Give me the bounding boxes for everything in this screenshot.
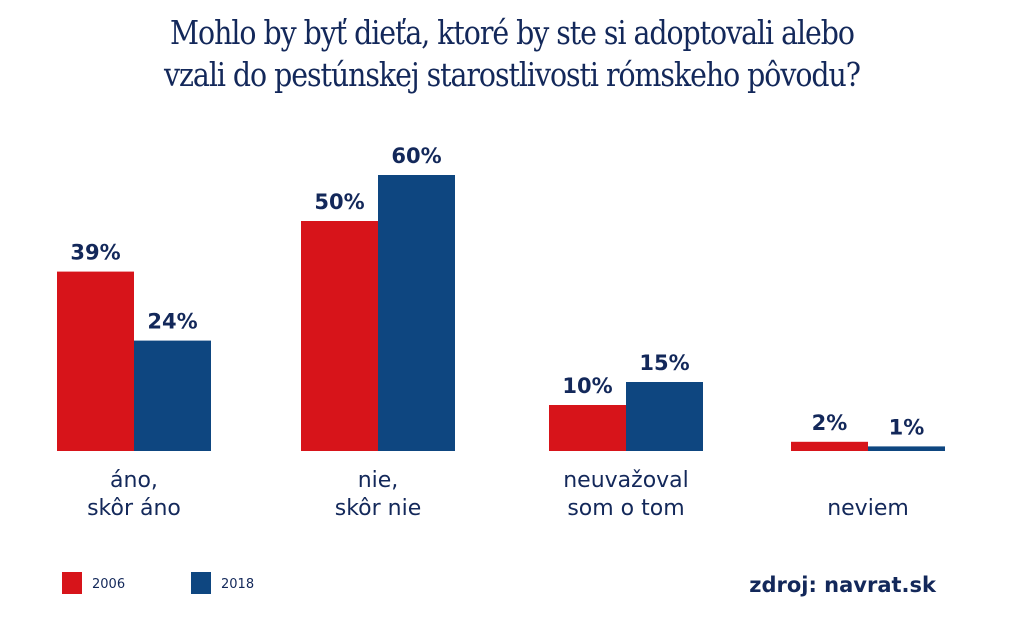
value-label-2018-0: 24% — [147, 310, 197, 334]
legend-label-2006: 2006 — [92, 577, 125, 592]
value-label-2018-3: 1% — [889, 415, 925, 439]
bar-2018-0 — [134, 340, 211, 451]
value-label-2006-3: 2% — [812, 411, 848, 435]
category-label-0-line-0: áno, — [110, 468, 158, 493]
legend-label-2018: 2018 — [221, 577, 254, 592]
chart-title: Mohlo by byť dieťa, ktoré by ste si adop… — [72, 12, 953, 96]
bar-2018-1 — [378, 175, 455, 451]
category-label-1-line-1: skôr nie — [335, 496, 422, 521]
value-label-2006-2: 10% — [562, 374, 612, 398]
bar-2006-0 — [57, 271, 134, 451]
category-label-3-line-0: neviem — [827, 496, 909, 521]
chart-title-line-1: Mohlo by byť dieťa, ktoré by ste si adop… — [170, 13, 855, 52]
category-label-0-line-1: skôr áno — [87, 496, 181, 521]
value-label-2018-1: 60% — [391, 144, 441, 168]
category-label-2-line-1: som o tom — [567, 496, 684, 521]
legend: 2006 2018 — [62, 572, 254, 594]
category-label-1-line-0: nie, — [358, 468, 399, 493]
bar-2018-2 — [626, 382, 703, 451]
chart-title-line-2: vzali do pestúnskej starostlivosti rómsk… — [164, 55, 861, 94]
bar-2006-2 — [549, 405, 626, 451]
legend-swatch-2018 — [191, 572, 211, 594]
value-label-2006-0: 39% — [70, 241, 120, 265]
category-label-2-line-0: neuvažoval — [563, 468, 689, 493]
bar-2018-3 — [868, 446, 945, 451]
legend-swatch-2006 — [62, 572, 82, 594]
bar-2006-1 — [301, 221, 378, 451]
bar-2006-3 — [791, 441, 868, 451]
source-label: zdroj: navrat.sk — [749, 573, 937, 597]
value-label-2018-2: 15% — [639, 351, 689, 375]
value-label-2006-1: 50% — [314, 190, 364, 214]
